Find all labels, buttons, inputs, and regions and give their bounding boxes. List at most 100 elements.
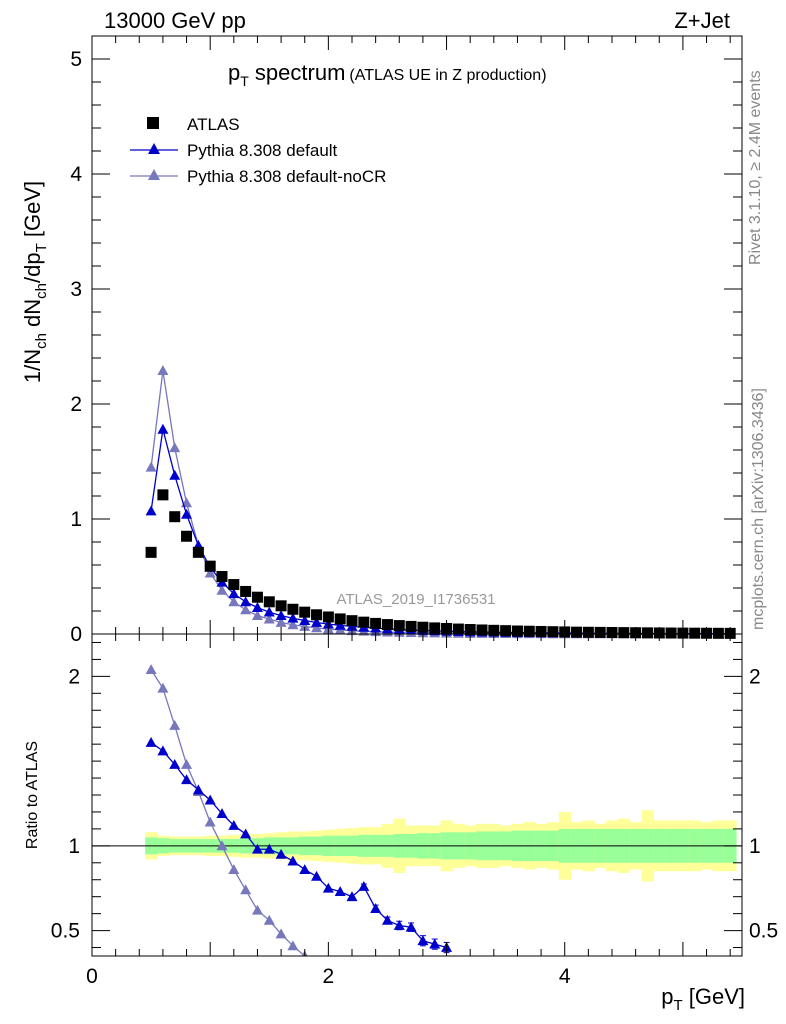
chart-title: pT spectrum (ATLAS UE in Z production) [228,60,547,89]
xtick-label: 2 [323,965,335,988]
ratio-point-nocr [263,914,275,925]
legend-marker-default [148,143,160,154]
ratio-point-default [145,736,157,747]
main-point-atlas [216,571,228,582]
ratio-point-default [240,828,252,839]
main-point-atlas [393,620,405,632]
ratio-ytick-label: 2 [68,665,80,688]
mcplots-info: mcplots.cern.ch [arXiv:1306.3436] [750,388,767,630]
main-point-nocr [157,365,169,376]
ratio-point-default [299,864,311,874]
main-point-default [334,619,346,630]
main-point-atlas [594,626,606,638]
ratio-point-nocr [204,816,216,827]
main-point-atlas [618,627,630,639]
main-point-default [263,606,275,617]
ratio-point-default [334,886,346,896]
rivet-info: Rivet 3.1.10, ≥ 2.4M events [747,70,764,265]
main-point-atlas [181,530,193,542]
ratio-point-default [263,843,275,854]
ratio-point-default [169,758,181,769]
legend-marker-nocr [148,169,160,180]
ratio-point-default [311,870,323,881]
main-point-nocr [145,461,157,472]
main-ytick-label: 3 [70,278,82,301]
main-point-atlas [251,591,263,603]
ratio-point-default [181,774,193,785]
main-point-default [157,423,169,434]
main-point-atlas [299,606,311,618]
main-point-nocr [263,613,275,624]
main-point-nocr [240,604,252,615]
ratio-point-default [251,843,263,854]
main-point-atlas [476,624,488,636]
main-point-atlas [157,489,169,501]
main-point-atlas [452,623,464,635]
main-point-default [251,602,263,612]
ratio-point-nocr [228,864,240,874]
ratio-point-default [405,921,417,932]
main-ytick-label: 4 [70,163,82,186]
main-point-atlas [346,615,358,627]
main-point-atlas [322,611,334,623]
ratio-point-nocr [287,940,299,951]
legend-label-atlas: ATLAS [187,115,240,134]
ratio-point-nocr [240,884,252,895]
ratio-point-default [322,882,334,893]
main-point-atlas [405,620,417,632]
main-point-atlas [381,619,393,631]
ratio-point-default [157,745,169,756]
ratio-point-nocr [181,758,193,769]
legend: ATLAS Pythia 8.308 default Pythia 8.308 … [130,115,386,186]
x-axis-label: pT [GeV] [661,984,745,1014]
main-point-default [145,505,157,516]
ratio-ytick-label: 1 [68,835,80,858]
main-point-atlas [240,585,252,597]
main-point-atlas [334,613,346,625]
main-point-default [275,610,287,620]
main-point-atlas [641,627,653,639]
main-panel: 0 1 2 3 4 5 pT spectrum (ATLAS UE in Z product… [20,35,743,646]
main-point-nocr [311,622,323,633]
xtick-label: 4 [559,965,571,988]
main-point-nocr [228,596,240,607]
ratio-point-nocr [169,720,181,730]
ratio-ytick-label-right: 2 [749,665,761,688]
main-ytick-label: 2 [70,393,82,416]
ratio-point-default [358,881,370,891]
main-point-atlas [370,617,382,629]
main-point-nocr [169,442,181,453]
ratio-point-default [346,891,358,902]
main-point-atlas [689,627,701,639]
process-label: Z+Jet [674,8,730,33]
main-point-atlas [192,546,204,558]
main-point-atlas [287,603,299,615]
main-point-default [228,588,240,599]
ratio-point-default [370,903,382,913]
main-point-atlas [500,625,512,637]
main-point-atlas [228,579,240,591]
main-point-default [287,612,299,623]
main-point-nocr [251,610,263,620]
ratio-panel: 0.5 0.5 1 1 2 2 0 2 4 Ratio to ATLAS pT [GeV] [24,633,778,1014]
main-point-nocr [287,619,299,630]
main-point-default [169,469,181,480]
ratio-point-nocr [251,904,263,915]
main-point-nocr [204,567,216,578]
ratio-point-default [393,919,405,930]
main-point-atlas [145,546,157,558]
ratio-point-default [216,808,228,819]
ratio-point-default [381,914,393,925]
analysis-watermark: ATLAS_2019_I1736531 [336,591,495,608]
main-ytick-label: 5 [70,48,82,71]
ratio-point-default [204,794,216,805]
main-point-atlas [204,560,216,572]
svg-text:1/Nch dNch/dpT [GeV]: 1/Nch dNch/dpT [GeV] [20,181,50,383]
ratio-point-default [287,855,299,866]
main-point-atlas [712,627,724,639]
main-ytick-label: 0 [70,623,82,646]
ratio-point-default [429,938,441,949]
ratio-ytick-label-right: 1 [749,835,761,858]
main-point-default [181,508,193,519]
main-point-atlas [665,627,677,639]
